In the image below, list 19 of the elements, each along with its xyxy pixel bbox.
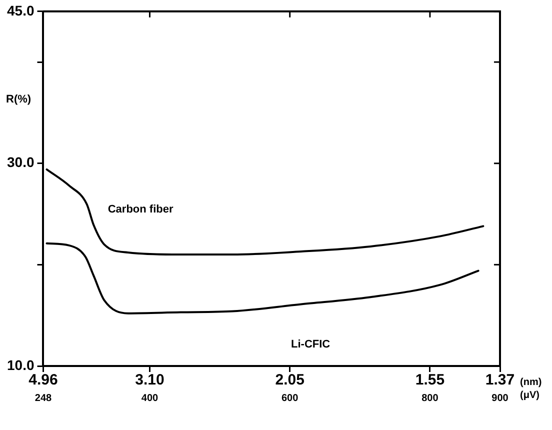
x-tick-label: 900	[492, 392, 509, 404]
line-series	[46, 242, 480, 314]
x-tick-label: 248	[34, 392, 52, 404]
x-tick-label: 400	[141, 392, 159, 404]
y-axis-title: R(%)	[6, 93, 32, 106]
y-tick-label: 30.0	[7, 154, 34, 170]
series-label: Carbon fiber	[108, 204, 174, 216]
text: 1.55	[415, 372, 445, 389]
text: (nm)	[520, 376, 542, 388]
text: 2.05	[275, 372, 304, 389]
y-tick-label: 10.0	[7, 356, 34, 373]
text: 3.10	[135, 372, 164, 389]
y-tick-label: 45.0	[7, 2, 34, 18]
x-axis-title: (μV)	[520, 390, 540, 401]
x-tick-label: 600	[281, 392, 299, 404]
text: 4.96	[28, 372, 58, 389]
text: 1.37	[485, 372, 515, 389]
text: Li-CFIC	[291, 338, 330, 350]
x-tick-label: 800	[422, 392, 439, 404]
